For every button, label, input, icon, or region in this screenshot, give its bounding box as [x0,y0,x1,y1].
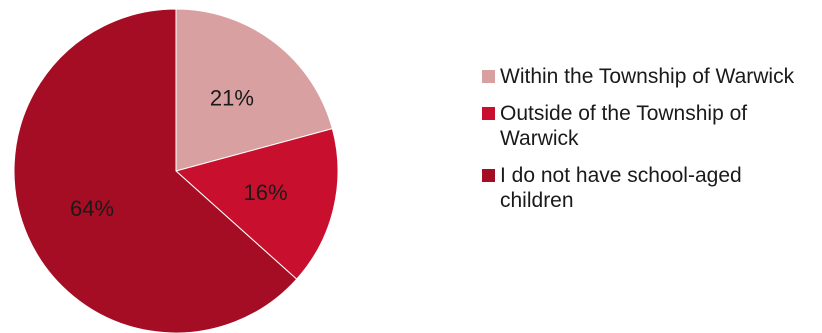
slice-label-no-children: 64% [70,196,114,221]
legend-item-no-children: I do not have school-aged children [482,163,817,213]
legend-label-within-township: Within the Township of Warwick [500,65,795,88]
legend-item-within-township: Within the Township of Warwick [482,64,817,89]
pie-slice-outside-township [174,128,339,280]
legend-swatch-no-children [482,169,495,182]
slice-label-within-township: 21% [210,85,254,110]
pie-slice-within-township [175,8,333,172]
legend-item-outside-township: Outside of the Township of Warwick [482,101,817,151]
legend-swatch-within-township [482,70,495,83]
slice-label-outside-township: 16% [243,180,287,205]
legend-swatch-outside-township [482,107,495,120]
pie-slice-no-children [13,8,298,333]
legend-label-no-children: I do not have school-aged children [500,164,742,212]
legend-label-outside-township: Outside of the Township of Warwick [500,102,748,150]
chart-legend: Within the Township of Warwick Outside o… [482,64,817,225]
